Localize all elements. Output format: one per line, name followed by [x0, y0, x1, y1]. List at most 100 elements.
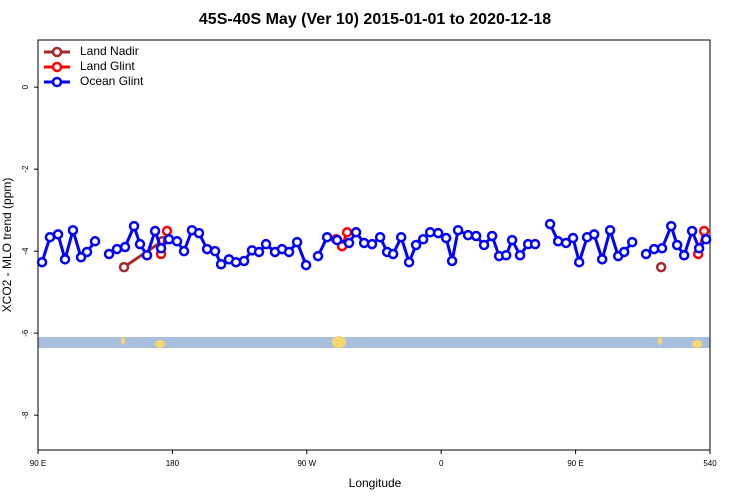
data-point [67, 224, 79, 236]
data-point [500, 250, 512, 261]
y-axis-label: XCO2 - MLO trend (ppm) [0, 178, 14, 313]
land-blob [692, 340, 702, 348]
data-point [291, 236, 303, 248]
data-point [470, 230, 482, 242]
legend-label: Land Nadir [80, 44, 139, 58]
data-point [59, 254, 71, 265]
data-point [446, 255, 458, 267]
data-point [671, 239, 683, 251]
data-point [321, 231, 333, 243]
data-point [640, 248, 652, 260]
data-point [618, 246, 630, 258]
data-point [665, 220, 677, 232]
data-point [149, 225, 161, 237]
data-point [544, 218, 556, 230]
data-point [260, 238, 272, 250]
data-point [103, 248, 115, 260]
data-point [253, 246, 265, 258]
data-point [193, 227, 205, 239]
data-point [358, 237, 370, 249]
ocean-strip [38, 337, 710, 348]
data-point [141, 250, 153, 261]
data-point [215, 259, 227, 270]
data-point [283, 246, 295, 258]
x-tick-label: 0 [439, 459, 444, 468]
data-point [424, 227, 436, 238]
y-tick-label: -2 [21, 165, 30, 173]
x-tick-label: 180 [166, 459, 180, 468]
data-point [350, 227, 362, 238]
y-tick-label: 0 [21, 84, 30, 89]
land-blob [658, 337, 662, 345]
data-point [331, 234, 343, 246]
data-point [626, 236, 638, 248]
data-point [134, 238, 146, 250]
data-point [161, 225, 173, 237]
legend-marker [51, 76, 63, 88]
data-point [686, 225, 698, 237]
x-tick-label: 540 [703, 459, 717, 468]
data-point [44, 231, 56, 243]
data-point [171, 236, 183, 247]
data-point [52, 229, 64, 240]
data-point [366, 238, 378, 250]
data-point [312, 250, 324, 262]
data-point [155, 243, 167, 254]
y-tick-label: -8 [21, 411, 30, 419]
data-point [506, 234, 518, 246]
legend-marker [51, 61, 63, 73]
data-point [698, 225, 710, 237]
data-point [462, 229, 474, 241]
data-point [573, 256, 585, 268]
data-point [201, 243, 213, 255]
data-point [432, 227, 444, 239]
data-point [440, 232, 452, 244]
data-point [163, 234, 175, 245]
data-point [81, 246, 93, 258]
data-point [230, 256, 242, 268]
legend-marker [51, 46, 63, 58]
x-tick-label: 90 E [567, 459, 583, 468]
x-tick-label: 90 W [297, 459, 316, 468]
data-point [89, 236, 101, 247]
land-blob [121, 337, 125, 345]
data-point [119, 241, 131, 253]
data-point [118, 261, 130, 273]
y-tick-label: -4 [21, 247, 30, 255]
data-point [678, 250, 690, 261]
data-point [300, 259, 312, 271]
y-tick-label: -6 [21, 329, 30, 337]
data-point [395, 231, 407, 243]
chart-title: 45S-40S May (Ver 10) 2015-01-01 to 2020-… [199, 11, 551, 28]
plot-frame [37, 39, 711, 451]
data-point [700, 234, 712, 245]
data-point [529, 238, 541, 250]
x-axis-label: Longitude [349, 476, 402, 490]
data-point [209, 245, 221, 257]
data-point [341, 227, 353, 238]
legend-label: Ocean Glint [80, 74, 144, 88]
data-point [417, 234, 429, 245]
data-point [374, 231, 386, 243]
land-blob [332, 336, 346, 348]
data-point [238, 255, 250, 267]
data-point [655, 261, 667, 273]
data-point [514, 250, 526, 261]
data-point [596, 254, 608, 265]
data-point [387, 248, 399, 260]
data-point [128, 220, 140, 232]
data-point [478, 239, 490, 251]
land-blob [155, 340, 165, 348]
data-point [656, 243, 668, 254]
data-point [693, 243, 705, 254]
data-point [604, 224, 616, 236]
data-point [111, 243, 123, 255]
data-point [178, 245, 190, 257]
data-point [452, 224, 464, 236]
data-point [403, 256, 415, 268]
data-point [486, 230, 498, 242]
data-point [560, 237, 572, 249]
data-point [588, 229, 600, 240]
data-point [36, 256, 48, 268]
data-point [410, 239, 422, 251]
